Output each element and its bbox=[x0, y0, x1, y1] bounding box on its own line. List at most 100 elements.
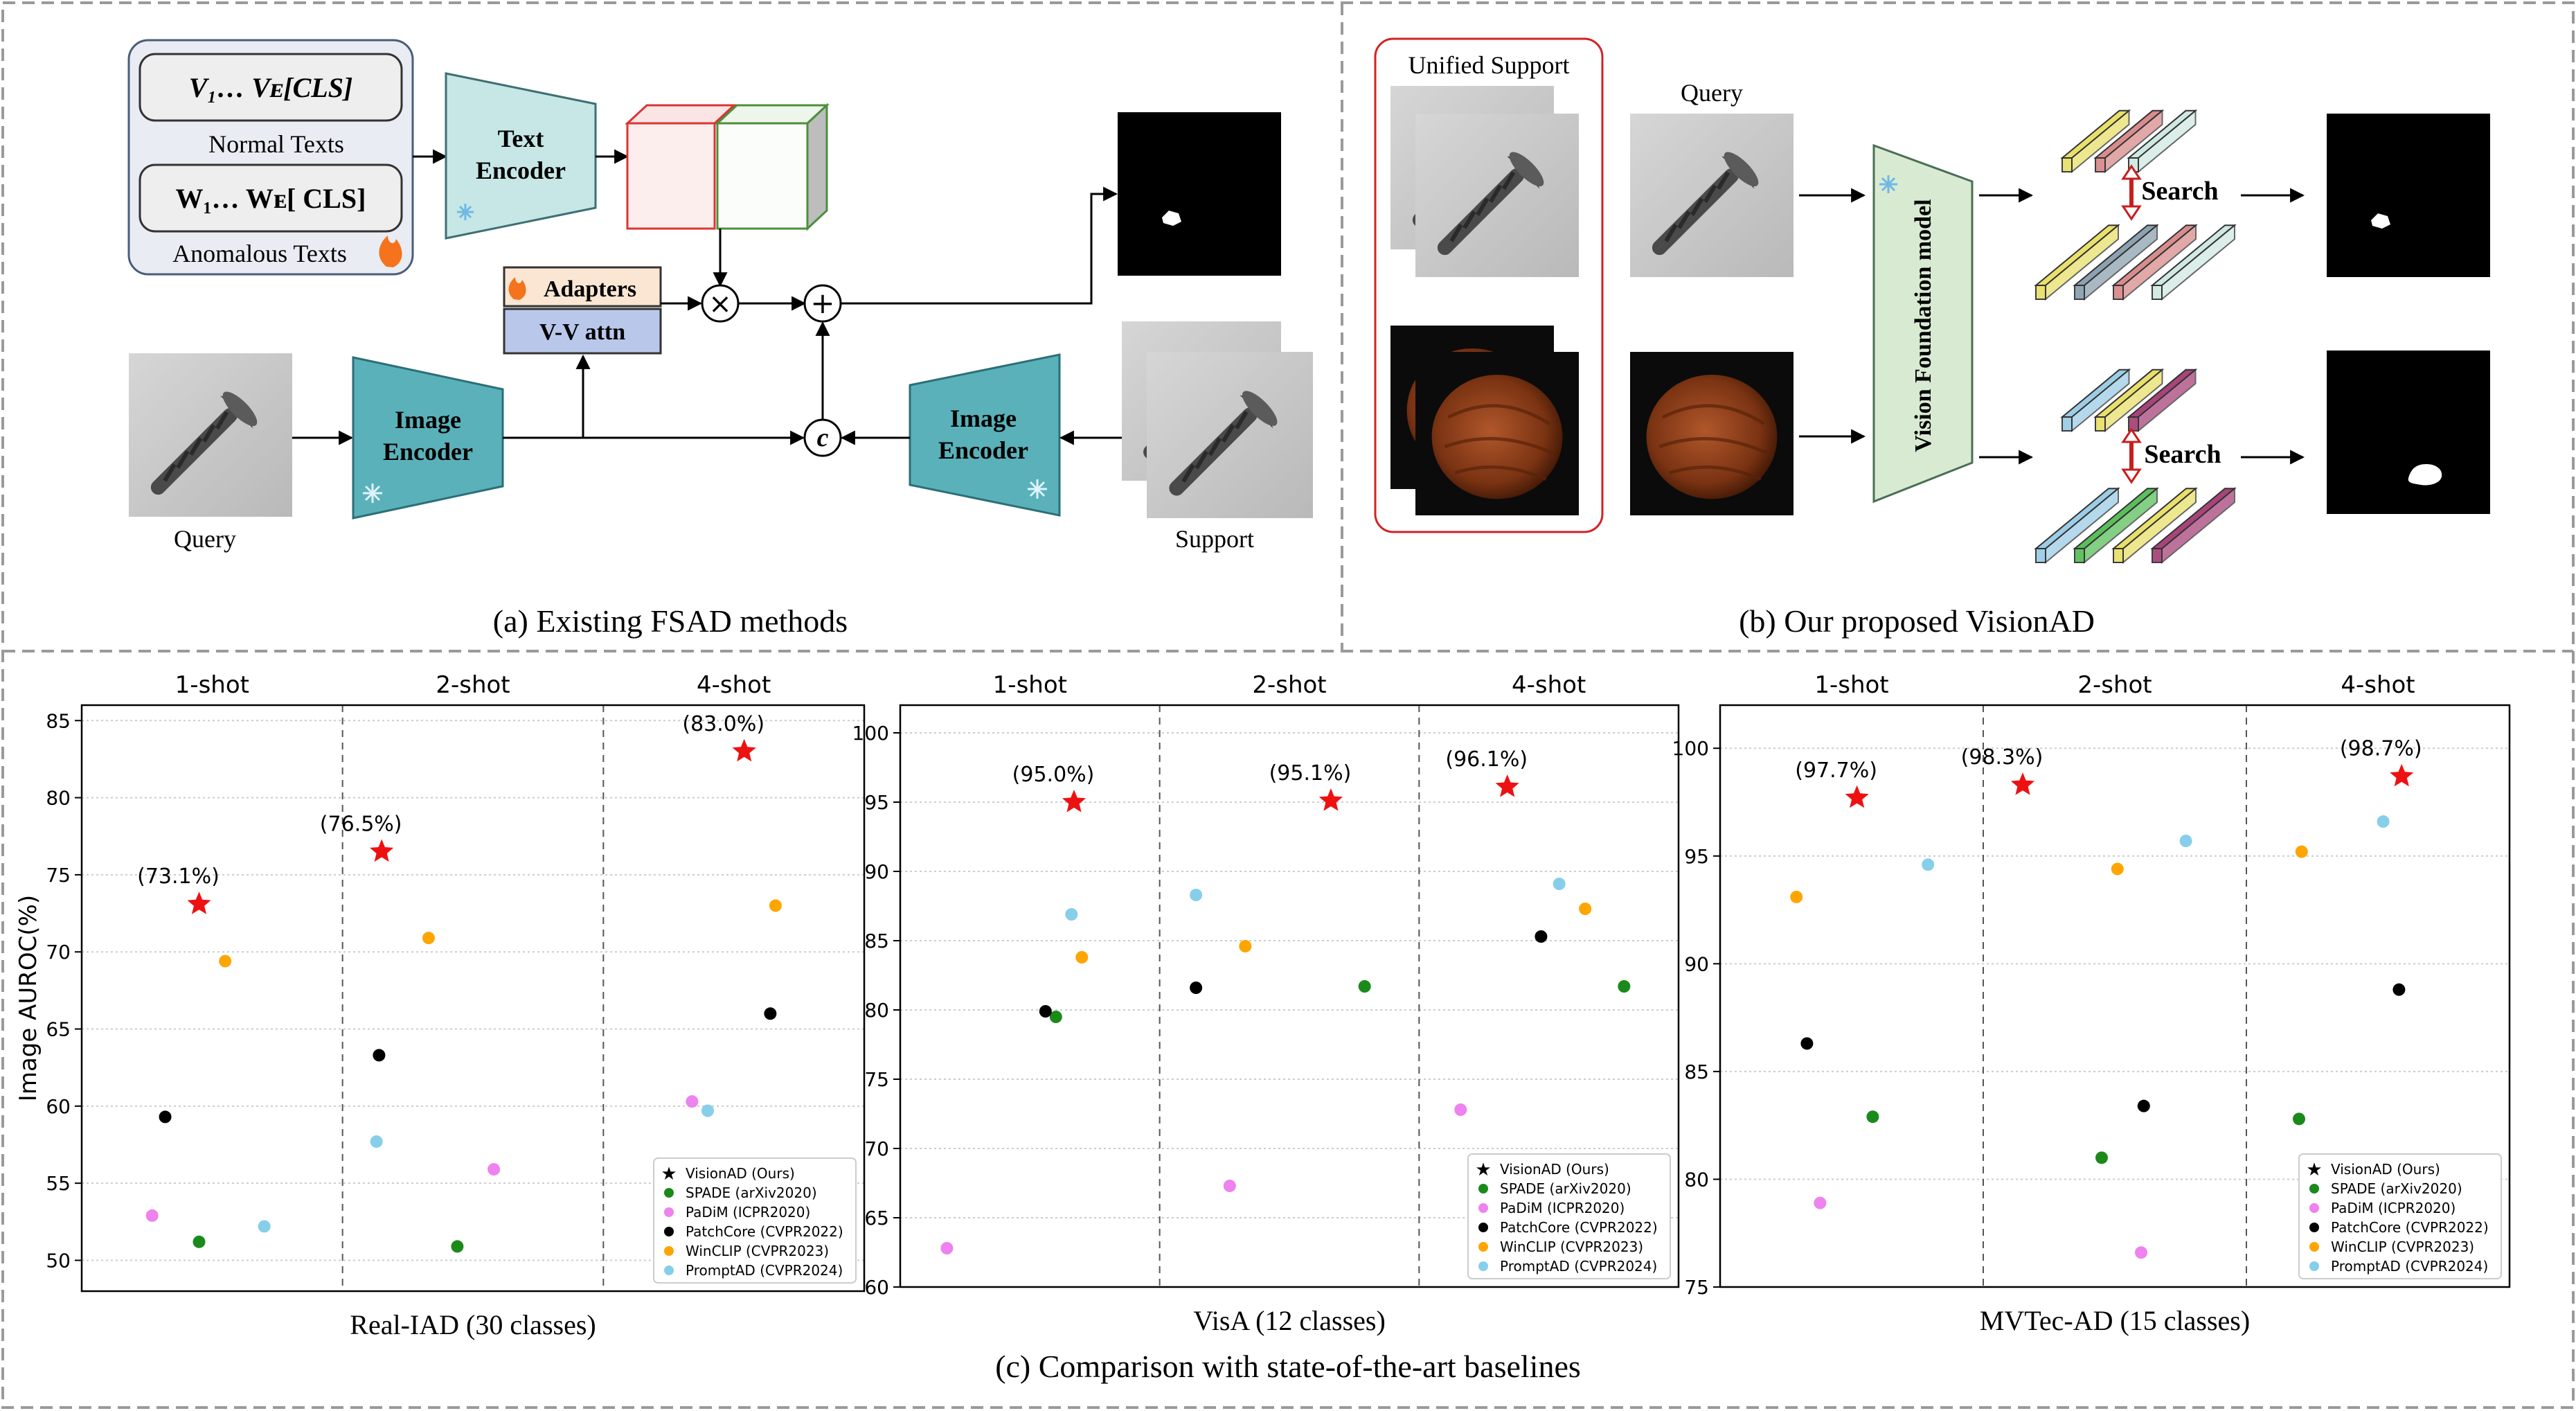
query-hazelnut bbox=[1630, 352, 1794, 515]
feature-bar bbox=[2150, 487, 2237, 565]
legend-label: SPADE (arXiv2020) bbox=[2331, 1180, 2462, 1197]
anomalous-texts-label: Anomalous Texts bbox=[172, 240, 347, 267]
feature-bar bbox=[2073, 487, 2159, 565]
data-point-star bbox=[1495, 774, 1519, 797]
vv-attn-label: V-V attn bbox=[539, 319, 625, 345]
query-screw bbox=[1630, 114, 1794, 277]
support-hazelnut-front bbox=[1415, 352, 1579, 515]
data-point bbox=[159, 1110, 172, 1124]
data-label: (95.1%) bbox=[1269, 761, 1352, 786]
chart-3: 75 80 85 90 95 100 1-shot 2-shot 4-shot MVTec-AD … bbox=[1672, 671, 2511, 1336]
feature-bars bbox=[2034, 109, 2237, 565]
data-point bbox=[2095, 1151, 2108, 1164]
anomaly-map-screw bbox=[2327, 114, 2490, 277]
data-point bbox=[2111, 862, 2124, 876]
vfm-label: Vision Foundation model bbox=[1911, 199, 1936, 452]
data-point-star bbox=[1845, 785, 1869, 808]
adapters-fire-icon bbox=[508, 277, 526, 300]
legend-label: PaDiM (ICPR2020) bbox=[2331, 1200, 2456, 1216]
legend-label: VisionAD (Ours) bbox=[1500, 1161, 1609, 1178]
fire-icon bbox=[379, 236, 402, 267]
legend-label: PromptAD (CVPR2024) bbox=[686, 1262, 843, 1279]
adapters-box bbox=[503, 266, 662, 308]
svg-text:Image: Image bbox=[950, 405, 1017, 432]
legend-marker-star: ★ bbox=[661, 1164, 677, 1184]
feature-bar bbox=[2060, 109, 2131, 174]
y-tick-label: 75 bbox=[46, 864, 71, 887]
support-label: Support bbox=[1175, 525, 1254, 553]
data-point bbox=[2392, 983, 2406, 996]
data-point bbox=[145, 1209, 159, 1222]
svg-text:c: c bbox=[817, 423, 829, 452]
data-label: (83.0%) bbox=[682, 712, 764, 736]
data-point bbox=[1922, 858, 1935, 871]
vision-foundation-model bbox=[1872, 143, 1974, 504]
legend-marker-star: ★ bbox=[1475, 1160, 1491, 1180]
group-title: 2-shot bbox=[2077, 671, 2152, 699]
legend-label: WinCLIP (CVPR2023) bbox=[686, 1243, 829, 1259]
legend-marker bbox=[664, 1246, 674, 1256]
data-label: (98.3%) bbox=[1961, 745, 2043, 770]
anomalous-prompt-box bbox=[138, 163, 403, 233]
unified-support-label: Unified Support bbox=[1408, 51, 1570, 79]
y-tick-label: 80 bbox=[46, 787, 71, 810]
y-tick-label: 75 bbox=[1684, 1276, 1709, 1299]
data-point-star bbox=[1062, 790, 1086, 813]
legend-marker bbox=[2309, 1184, 2319, 1193]
data-point bbox=[258, 1220, 271, 1233]
data-point bbox=[764, 1007, 777, 1020]
support-screw-front bbox=[1415, 114, 1579, 277]
data-point bbox=[1039, 1005, 1052, 1018]
feature-bar bbox=[2127, 109, 2198, 174]
chart-title: Real-IAD (30 classes) bbox=[350, 1309, 596, 1340]
query-image bbox=[129, 353, 292, 517]
data-point bbox=[1454, 1103, 1467, 1116]
legend-marker bbox=[1478, 1261, 1488, 1271]
y-tick-label: 85 bbox=[46, 709, 71, 732]
legend-marker bbox=[1478, 1242, 1488, 1252]
data-point-star bbox=[187, 891, 211, 914]
feature-bar bbox=[2111, 224, 2198, 301]
legend-marker bbox=[2309, 1242, 2319, 1252]
data-point bbox=[1190, 889, 1203, 901]
panel-b-caption: (b) Our proposed VisionAD bbox=[1739, 603, 2095, 639]
chart-title: MVTec-AD (15 classes) bbox=[1980, 1305, 2250, 1336]
data-point bbox=[1065, 908, 1078, 921]
data-label: (95.0%) bbox=[1012, 763, 1095, 787]
legend-label: WinCLIP (CVPR2023) bbox=[2331, 1239, 2474, 1255]
y-tick-label: 100 bbox=[852, 722, 889, 745]
snowflake-icon bbox=[1879, 175, 1897, 193]
normal-prompt-box bbox=[138, 53, 403, 122]
y-tick-label: 70 bbox=[864, 1137, 889, 1160]
legend-label: PatchCore (CVPR2022) bbox=[686, 1223, 843, 1240]
data-point-star bbox=[2390, 763, 2414, 787]
feature-bar bbox=[2034, 224, 2120, 301]
data-point bbox=[701, 1104, 714, 1117]
y-tick-label: 60 bbox=[864, 1276, 889, 1299]
legend-label: PatchCore (CVPR2022) bbox=[1500, 1219, 1658, 1236]
text-encoder-label-1: Text bbox=[498, 125, 544, 152]
chart-title: VisA (12 classes) bbox=[1193, 1305, 1386, 1336]
data-point bbox=[1866, 1110, 1879, 1124]
y-axis-label: Image AUROC(%) bbox=[15, 895, 42, 1101]
legend-label: PromptAD (CVPR2024) bbox=[1500, 1258, 1657, 1275]
data-point-star bbox=[2010, 772, 2035, 795]
feature-bar bbox=[2093, 109, 2165, 174]
legend-label: PaDiM (ICPR2020) bbox=[1500, 1200, 1625, 1216]
group-title: 2-shot bbox=[1252, 671, 1326, 699]
image-encoder-query bbox=[352, 356, 504, 520]
legend-marker bbox=[2309, 1223, 2319, 1232]
anomaly-map-hazelnut bbox=[2327, 350, 2490, 514]
svg-text:+: + bbox=[810, 286, 834, 320]
data-point bbox=[488, 1163, 501, 1176]
feature-bar bbox=[2111, 487, 2198, 565]
data-point bbox=[1618, 980, 1631, 993]
y-tick-label: 95 bbox=[864, 791, 889, 814]
y-tick-label: 80 bbox=[864, 999, 889, 1022]
feature-bar bbox=[2127, 368, 2198, 433]
text-encoder bbox=[445, 72, 597, 240]
legend-marker bbox=[2309, 1203, 2319, 1213]
data-point bbox=[1814, 1196, 1827, 1209]
y-tick-label: 100 bbox=[1672, 737, 1709, 760]
svg-text:Encoder: Encoder bbox=[383, 438, 473, 465]
